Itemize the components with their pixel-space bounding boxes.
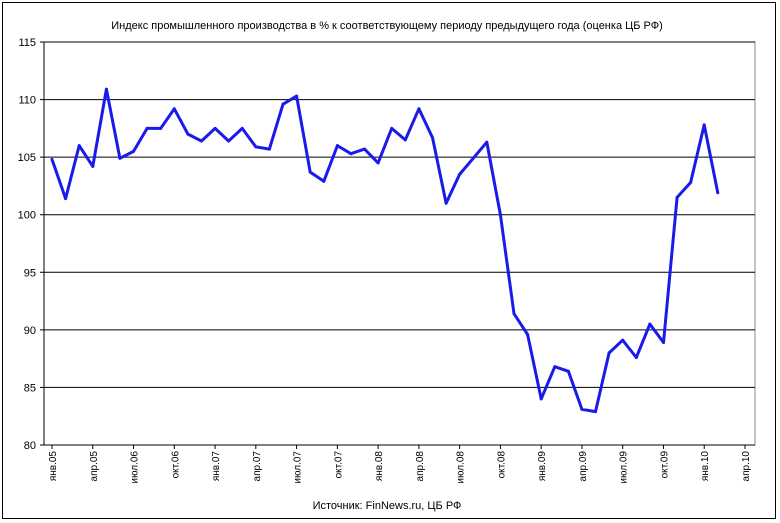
x-tick-label: апр.07 xyxy=(252,451,263,482)
data-point xyxy=(376,161,380,165)
x-tick-label: июл.09 xyxy=(619,451,630,484)
series-layer xyxy=(50,87,720,414)
chart-canvas: Индекс промышленного производства в % к … xyxy=(18,20,756,512)
data-point xyxy=(50,157,54,161)
data-point xyxy=(322,179,326,183)
x-tick-label: янв.05 xyxy=(48,451,59,482)
data-point xyxy=(716,191,720,195)
x-tick-label: окт.09 xyxy=(659,451,670,479)
x-tick-label: янв.09 xyxy=(537,451,548,482)
y-tick-label: 90 xyxy=(24,325,36,337)
data-point xyxy=(512,312,516,316)
data-point xyxy=(91,164,95,168)
x-tick-label: янв.10 xyxy=(700,451,711,482)
data-point xyxy=(444,201,448,205)
data-point xyxy=(403,138,407,142)
x-axis-ticks: янв.05 апр.05 июл.06 окт.06 янв.07 апр.07 июл.… xyxy=(48,445,752,484)
data-point xyxy=(104,87,108,91)
x-tick-label: окт.07 xyxy=(333,451,344,479)
chart-source: Источник: FinNews.ru, ЦБ РФ xyxy=(313,500,462,512)
y-tick-label: 105 xyxy=(18,152,36,164)
data-point xyxy=(702,123,706,127)
data-point xyxy=(458,172,462,176)
data-point xyxy=(634,356,638,359)
y-tick-label: 110 xyxy=(18,95,36,107)
x-tick-label: апр.09 xyxy=(578,451,589,482)
y-tick-label: 115 xyxy=(18,37,36,49)
x-tick-label: окт.06 xyxy=(170,451,181,479)
data-point xyxy=(363,147,366,151)
data-point xyxy=(498,213,502,217)
gridlines xyxy=(44,41,755,446)
data-point xyxy=(281,102,285,106)
series-line xyxy=(50,87,720,414)
x-tick-label: окт.08 xyxy=(496,451,507,479)
data-point xyxy=(267,147,271,151)
x-tick-label: июл.08 xyxy=(456,451,467,484)
x-tick-label: апр.08 xyxy=(415,451,426,482)
data-point xyxy=(145,126,149,130)
data-point xyxy=(172,107,176,111)
data-point xyxy=(621,338,625,342)
data-point xyxy=(295,94,299,98)
data-point xyxy=(689,181,693,184)
data-point xyxy=(186,132,190,136)
data-point xyxy=(594,410,597,414)
data-point xyxy=(566,369,570,373)
data-point xyxy=(471,156,475,160)
data-point xyxy=(580,407,584,411)
y-tick-label: 85 xyxy=(24,382,36,394)
data-point xyxy=(308,170,312,174)
data-point xyxy=(240,126,244,130)
data-point xyxy=(539,397,543,401)
x-tick-label: янв.08 xyxy=(374,451,385,482)
data-point xyxy=(132,149,135,153)
data-point xyxy=(675,195,679,199)
data-point xyxy=(607,351,611,355)
chart-title: Индекс промышленного производства в % к … xyxy=(111,20,663,32)
data-point xyxy=(200,139,203,143)
x-tick-label: апр.05 xyxy=(89,451,100,482)
y-tick-label: 100 xyxy=(18,210,36,222)
data-point xyxy=(485,140,489,144)
data-point xyxy=(213,126,217,130)
x-tick-label: июл.06 xyxy=(130,451,141,484)
data-point xyxy=(335,144,339,148)
y-tick-label: 95 xyxy=(24,267,36,279)
data-point xyxy=(390,126,394,130)
data-point xyxy=(349,152,353,156)
y-tick-label: 80 xyxy=(24,440,36,452)
data-point xyxy=(648,322,652,326)
data-point xyxy=(553,365,557,369)
data-point xyxy=(417,107,421,111)
data-point xyxy=(662,341,665,344)
data-point xyxy=(77,144,81,148)
data-point xyxy=(431,136,434,140)
data-point xyxy=(227,139,231,143)
x-tick-label: апр.10 xyxy=(741,451,752,482)
data-point xyxy=(118,156,122,160)
data-point xyxy=(526,333,530,336)
plot-area xyxy=(43,41,756,446)
data-point xyxy=(159,126,163,130)
y-axis-ticks: 80 85 90 95 100 105 110 115 xyxy=(18,37,44,452)
data-point xyxy=(254,145,258,149)
x-tick-label: июл.07 xyxy=(293,451,304,484)
x-tick-label: янв.07 xyxy=(211,451,222,482)
data-point xyxy=(64,197,68,201)
